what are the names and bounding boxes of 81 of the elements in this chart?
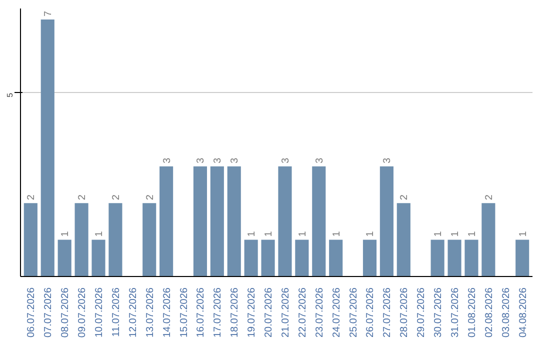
bar bbox=[74, 203, 88, 276]
data-label: 1 bbox=[264, 230, 275, 237]
data-label: 1 bbox=[246, 230, 258, 237]
data-label: 7 bbox=[43, 10, 54, 17]
x-tick-label: 20.07.2026 bbox=[264, 287, 275, 338]
x-tick-label: 25.07.2026 bbox=[348, 287, 360, 338]
x-tick-label: 19.07.2026 bbox=[246, 287, 258, 338]
data-label: 3 bbox=[314, 157, 326, 164]
x-tick-label: 24.07.2026 bbox=[331, 287, 342, 338]
bar bbox=[24, 203, 38, 276]
bar bbox=[108, 203, 122, 276]
data-label: 2 bbox=[484, 194, 495, 200]
data-label: 1 bbox=[433, 230, 444, 237]
bar bbox=[430, 240, 444, 276]
x-tick-label: 31.07.2026 bbox=[450, 287, 462, 338]
data-label: 2 bbox=[26, 194, 38, 200]
x-tick-label: 12.07.2026 bbox=[128, 287, 139, 338]
x-tick-label: 13.07.2026 bbox=[144, 287, 156, 338]
x-tick-label: 17.07.2026 bbox=[212, 287, 224, 338]
x-tick-label: 09.07.2026 bbox=[77, 287, 88, 338]
x-tick-label: 30.07.2026 bbox=[433, 287, 444, 338]
data-label: 3 bbox=[212, 157, 224, 164]
x-tick-label: 06.07.2026 bbox=[26, 287, 38, 338]
data-label: 2 bbox=[399, 194, 410, 200]
x-tick-label: 03.08.2026 bbox=[500, 287, 512, 338]
data-label: 3 bbox=[382, 157, 394, 164]
x-tick-label: 02.08.2026 bbox=[484, 287, 495, 338]
x-tick-label: 26.07.2026 bbox=[365, 287, 376, 338]
x-tick-label: 11.07.2026 bbox=[110, 287, 122, 337]
x-tick-label: 28.07.2026 bbox=[399, 287, 410, 338]
data-label: 3 bbox=[280, 157, 292, 164]
x-tick-label: 22.07.2026 bbox=[297, 287, 308, 338]
x-tick-label: 01.08.2026 bbox=[466, 287, 478, 338]
bar bbox=[92, 240, 106, 276]
x-tick-label: 16.07.2026 bbox=[196, 287, 207, 338]
data-label: 1 bbox=[450, 230, 462, 237]
bar bbox=[362, 240, 377, 276]
x-tick-label: 14.07.2026 bbox=[162, 287, 173, 338]
data-label: 3 bbox=[162, 157, 173, 164]
data-label: 1 bbox=[331, 230, 342, 237]
x-tick-label: 23.07.2026 bbox=[314, 287, 326, 338]
data-label: 1 bbox=[466, 230, 478, 237]
x-tick-label: 10.07.2026 bbox=[94, 287, 105, 338]
bar bbox=[160, 166, 174, 276]
x-tick-label: 07.07.2026 bbox=[43, 287, 54, 338]
bar bbox=[516, 240, 530, 276]
bar bbox=[329, 240, 343, 276]
bar bbox=[295, 240, 309, 276]
bar bbox=[40, 20, 54, 276]
bar bbox=[193, 166, 207, 276]
x-tick-label: 21.07.2026 bbox=[280, 287, 292, 338]
data-label: 1 bbox=[297, 230, 308, 237]
bar bbox=[396, 203, 410, 276]
x-tick-label: 08.07.2026 bbox=[60, 287, 72, 338]
bar bbox=[278, 166, 292, 276]
data-label: 1 bbox=[518, 230, 529, 237]
bar bbox=[448, 240, 462, 276]
data-label: 3 bbox=[196, 157, 207, 164]
bar bbox=[482, 203, 496, 276]
bar bbox=[244, 240, 258, 276]
x-tick-label: 27.07.2026 bbox=[382, 287, 394, 338]
bar bbox=[261, 240, 275, 276]
data-label: 2 bbox=[110, 194, 122, 200]
x-tick-label: 04.08.2026 bbox=[518, 287, 529, 338]
bar bbox=[142, 203, 156, 276]
data-label: 3 bbox=[230, 157, 241, 164]
data-label: 2 bbox=[144, 194, 156, 200]
data-label: 1 bbox=[60, 230, 72, 237]
x-tick-label: 15.07.2026 bbox=[178, 287, 190, 338]
data-label: 1 bbox=[365, 230, 376, 237]
x-tick-label: 29.07.2026 bbox=[416, 287, 428, 338]
bar bbox=[312, 166, 326, 276]
bar bbox=[464, 240, 478, 276]
bar bbox=[58, 240, 72, 276]
bar bbox=[380, 166, 394, 276]
data-label: 1 bbox=[94, 230, 105, 237]
bar bbox=[210, 166, 224, 276]
bar bbox=[227, 166, 241, 276]
x-tick-label: 18.07.2026 bbox=[230, 287, 241, 338]
y-tick-label: 5 bbox=[6, 92, 14, 98]
data-label: 2 bbox=[77, 194, 88, 200]
